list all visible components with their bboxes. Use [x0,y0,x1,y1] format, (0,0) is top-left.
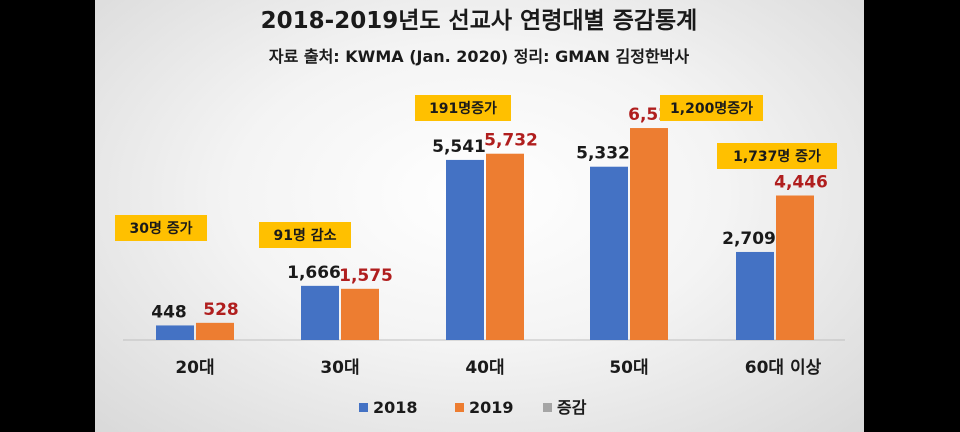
category-label-1: 30대 [320,358,359,378]
category-label-2: 40대 [465,358,504,378]
data-label-2019-1: 1,575 [339,266,393,286]
legend-swatch-2 [543,403,552,412]
bar-2019-2 [486,153,524,340]
data-label-2019-0: 528 [203,300,239,320]
bar-2018-0 [156,325,194,340]
category-label-0: 20대 [175,358,214,378]
legend-label-0: 2018 [373,398,418,417]
data-label-2018-4: 2,709 [722,229,776,249]
annotation-text-0: 30명 증가 [130,220,193,237]
chart-title: 2018-2019년도 선교사 연령대별 증감통계 [261,8,698,34]
annotation-text-1: 91명 감소 [274,227,337,244]
category-label-4: 60대 이상 [745,358,822,378]
bar-2018-1 [301,285,339,340]
data-label-2018-1: 1,666 [287,263,341,283]
annotation-box-3 [660,95,763,121]
legend-label-2: 증감 [557,398,587,417]
annotation-box-0 [115,215,207,241]
bar-2018-3 [590,166,628,340]
chart-subtitle: 자료 출처: KWMA (Jan. 2020) 정리: GMAN 김정한박사 [269,47,690,66]
annotation-layer: 30명 증가 91명 감소 191명증가 1,200명증가 1,737명 증가 [115,95,837,248]
data-label-2019-2: 5,732 [484,131,538,151]
chart-svg: 2018-2019년도 선교사 연령대별 증감통계 자료 출처: KWMA (J… [115,8,845,417]
data-label-2019-4: 4,446 [774,173,828,193]
bar-2018-4 [736,251,774,340]
data-label-2018-2: 5,541 [432,137,486,157]
data-label-2018-0: 448 [151,302,187,322]
category-label-3: 50대 [609,358,648,378]
bar-2019-1 [341,288,379,340]
legend-label-1: 2019 [469,398,514,417]
chart-frame: 2018-2019년도 선교사 연령대별 증감통계 자료 출처: KWMA (J… [95,0,864,432]
annotation-box-1 [259,222,351,248]
bar-2018-2 [446,159,484,340]
annotation-text-2: 191명증가 [429,100,497,117]
data-label-2018-3: 5,332 [576,144,630,164]
annotation-box-2 [415,95,511,121]
annotation-box-4 [717,143,837,169]
legend: 2018 2019 증감 [359,398,587,417]
annotation-text-4: 1,737명 증가 [733,148,821,165]
bar-2019-0 [196,322,234,340]
legend-swatch-0 [359,403,368,412]
annotation-text-3: 1,200명증가 [670,100,753,117]
bar-2019-3 [630,128,668,340]
legend-swatch-1 [455,403,464,412]
bar-2019-4 [776,195,814,340]
